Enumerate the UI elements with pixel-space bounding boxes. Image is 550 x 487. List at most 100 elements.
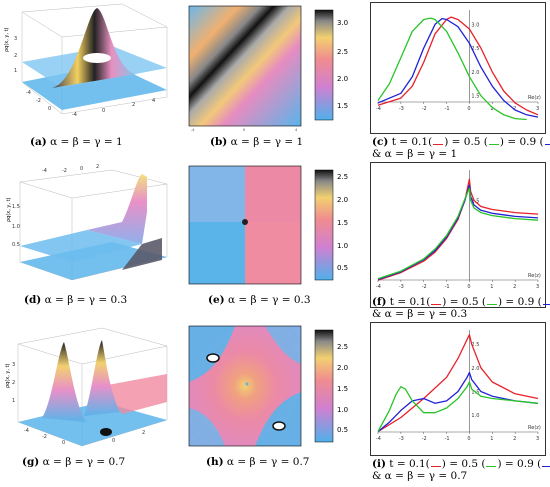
caption-e: (e) α = β = γ = 0.3 <box>208 294 311 306</box>
heatmap-e: 0.5 1.0 1.5 2.0 2.5 <box>188 165 348 285</box>
svg-text:2: 2 <box>14 53 17 59</box>
z-axis-label-d: ρq(x, y, t) <box>6 197 12 222</box>
quad-tl-e <box>189 166 245 222</box>
x-label-c: Re(z) <box>528 95 541 101</box>
heatmap-area-b <box>188 5 302 127</box>
series-i-green <box>377 381 539 432</box>
x-tick-f-3: -1 <box>445 284 450 290</box>
heatmap-h: 0.5 1.0 1.5 2.0 2.5 <box>188 325 348 447</box>
box-frame-a <box>21 3 168 115</box>
x-tick-f-1: -3 <box>399 284 404 290</box>
colorbar-h <box>314 329 334 443</box>
y-tick-c-2: 2.5 <box>471 46 479 52</box>
panel-a-surface: ρq(x, y, t) 3 2 1 -4 -2 0 -4 0 2 4 <box>2 2 174 134</box>
cb-tick-e-2: 1.5 <box>337 219 348 227</box>
colorbar-e <box>314 169 334 281</box>
caption-c: (c) t = 0.1() = 0.5 () = 0.9 () & α = β … <box>372 136 550 160</box>
svg-text:4: 4 <box>295 128 298 132</box>
svg-text:2: 2 <box>96 164 99 170</box>
y-tick-c-0: 1.5 <box>471 94 479 100</box>
x-tick-f-4: 0 <box>467 284 470 290</box>
x-tick-i-2: -2 <box>422 436 427 442</box>
series-f-blue <box>377 184 539 281</box>
svg-text:0: 0 <box>62 440 65 446</box>
x-label-f: Re(z) <box>528 273 541 279</box>
y-tick-i-2: 2.0 <box>471 366 479 372</box>
svg-text:2: 2 <box>142 430 145 436</box>
cb-tick-e-3: 2.0 <box>337 196 348 204</box>
svg-text:-4: -4 <box>26 90 31 96</box>
wall-d <box>87 174 147 244</box>
series-i-red <box>377 334 539 433</box>
svg-text:1: 1 <box>14 68 17 74</box>
panel-b-heatmap: 1.5 2.0 2.5 3.0 -4 0 4 <box>185 2 355 134</box>
peak-cut-a <box>83 53 111 63</box>
surface-plot-a: ρq(x, y, t) 3 2 1 -4 -2 0 -4 0 2 4 <box>4 3 168 118</box>
x-tick-f-6: 2 <box>513 284 516 290</box>
quad-br-e <box>245 222 301 284</box>
x-tick-f-2: -2 <box>422 284 427 290</box>
panel-f-line: -4 -3 -2 -1 0 1 2 3 1.5 Re(z) <box>370 162 546 308</box>
series-c-red <box>377 16 539 116</box>
pink-plane-g <box>102 374 167 414</box>
caption-d: (d) α = β = γ = 0.3 <box>24 294 128 306</box>
x-tick-i-3: -1 <box>445 436 450 442</box>
svg-text:1.5: 1.5 <box>12 204 20 210</box>
svg-text:2: 2 <box>132 102 135 108</box>
svg-text:1: 1 <box>12 398 15 404</box>
x-tick-i-0: -4 <box>376 436 381 442</box>
x-label-i: Re(z) <box>528 425 541 431</box>
x-tick-f-5: 1 <box>490 284 493 290</box>
series-f-green <box>377 187 539 280</box>
svg-text:0: 0 <box>80 166 83 172</box>
line-chart-i: -4 -3 -2 -1 0 1 2 31.01.52.02.5Re(z) <box>370 322 546 456</box>
panel-e-heatmap: 0.5 1.0 1.5 2.0 2.5 <box>185 162 355 290</box>
svg-text:2: 2 <box>12 380 15 386</box>
x-tick-c-4: 0 <box>467 106 470 112</box>
x-tick-i-6: 2 <box>513 436 516 442</box>
cb-tick-h-0: 0.5 <box>337 426 348 434</box>
y-tick-i-0: 1.0 <box>471 413 479 419</box>
panel-h-heatmap: 0.5 1.0 1.5 2.0 2.5 <box>185 322 355 452</box>
svg-text:3: 3 <box>14 36 17 42</box>
x-tick-c-0: -4 <box>376 106 381 112</box>
hole-g <box>100 428 112 436</box>
quad-tr-e <box>245 166 301 222</box>
y-tick-c-1: 2.0 <box>471 70 479 76</box>
cb-tick-e-0: 0.5 <box>337 264 348 272</box>
svg-text:-2: -2 <box>36 98 41 104</box>
series-i-blue <box>377 371 539 433</box>
caption-h: (h) α = β = γ = 0.7 <box>206 456 310 468</box>
region-tr-h <box>265 326 301 364</box>
cb-tick-h-1: 1.0 <box>337 406 348 414</box>
quad-bl-e <box>189 222 245 284</box>
line-chart-f: -4 -3 -2 -1 0 1 2 31.5Re(z) <box>370 162 546 308</box>
cb-tick-h-3: 2.0 <box>337 364 348 372</box>
x-tick-c-2: -2 <box>422 106 427 112</box>
singularity-2-h <box>272 421 286 431</box>
panel-g-surface: ρq(x, y, t) 3 2 1 -4 -2 0 0 2 <box>2 322 174 452</box>
peak-left-g <box>42 342 86 422</box>
line-chart-c: -4 -3 -2 -1 0 1 2 31.52.02.53.0Re(z) <box>370 2 546 134</box>
panel-i-line: -4 -3 -2 -1 0 1 2 3 1.0 1.5 2.0 2.5 Re(z) <box>370 322 546 456</box>
svg-text:-4: -4 <box>24 428 29 434</box>
series-c-green <box>377 17 527 121</box>
base-plane-d <box>20 242 167 280</box>
y-tick-c-3: 3.0 <box>471 22 479 28</box>
colorbar-b <box>314 9 334 121</box>
base-plane-g <box>18 402 167 446</box>
caption-i: (i) t = 0.1() = 0.5 () = 0.9 () & α = β … <box>372 458 550 482</box>
heatmap-b: 1.5 2.0 2.5 3.0 -4 0 4 <box>188 5 348 132</box>
x-tick-c-1: -3 <box>399 106 404 112</box>
x-tick-i-7: 3 <box>536 436 539 442</box>
caption-a: (a) α = β = γ = 1 <box>30 136 123 148</box>
x-tick-c-3: -1 <box>445 106 450 112</box>
svg-text:0.5: 0.5 <box>12 242 20 248</box>
surface-plot-g: ρq(x, y, t) 3 2 1 -4 -2 0 0 2 <box>5 327 168 447</box>
svg-text:4: 4 <box>152 98 155 104</box>
caption-f: (f) t = 0.1() = 0.5 () = 0.9 () & α = β … <box>372 296 550 320</box>
cb-tick-e-1: 1.0 <box>337 242 348 250</box>
svg-text:0: 0 <box>112 438 115 444</box>
series-c-blue <box>377 17 539 118</box>
svg-text:-4: -4 <box>42 168 47 174</box>
